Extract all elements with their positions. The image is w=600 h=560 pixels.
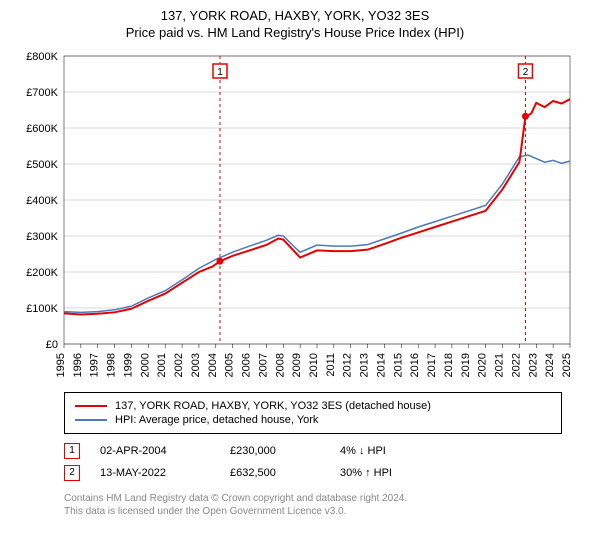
- svg-text:1996: 1996: [72, 353, 84, 377]
- sales-table: 1 02-APR-2004 £230,000 4% ↓ HPI 2 13-MAY-2022…: [64, 440, 562, 484]
- sale-price: £632,500: [230, 467, 320, 479]
- svg-text:2000: 2000: [139, 353, 151, 377]
- svg-text:2005: 2005: [224, 353, 236, 377]
- legend: 137, YORK ROAD, HAXBY, YORK, YO32 3ES (d…: [64, 392, 562, 434]
- svg-text:£500K: £500K: [26, 159, 58, 171]
- svg-text:2017: 2017: [426, 353, 438, 377]
- svg-text:1997: 1997: [89, 353, 101, 377]
- svg-text:2002: 2002: [173, 353, 185, 377]
- svg-text:1: 1: [217, 67, 223, 78]
- svg-text:£100K: £100K: [26, 303, 58, 315]
- svg-text:1995: 1995: [55, 353, 67, 377]
- svg-text:£800K: £800K: [26, 51, 58, 63]
- svg-text:2016: 2016: [409, 353, 421, 377]
- sale-marker-icon: 2: [64, 465, 80, 481]
- svg-text:2012: 2012: [342, 353, 354, 377]
- svg-text:2006: 2006: [241, 353, 253, 377]
- footer-line-1: Contains HM Land Registry data © Crown c…: [64, 492, 562, 505]
- svg-text:2: 2: [523, 67, 529, 78]
- chart-plot-area: £0 £100K £200K £300K £400K £500K £600K £700K £80…: [8, 50, 582, 380]
- chart-title: 137, YORK ROAD, HAXBY, YORK, YO32 3ES: [8, 8, 582, 25]
- svg-text:2004: 2004: [207, 353, 219, 377]
- svg-text:2009: 2009: [291, 353, 303, 377]
- legend-item: 137, YORK ROAD, HAXBY, YORK, YO32 3ES (d…: [75, 399, 551, 413]
- chart-subtitle: Price paid vs. HM Land Registry's House …: [8, 25, 582, 42]
- svg-text:1998: 1998: [106, 353, 118, 377]
- svg-text:2013: 2013: [359, 353, 371, 377]
- footer-attribution: Contains HM Land Registry data © Crown c…: [64, 492, 562, 518]
- svg-text:2014: 2014: [375, 353, 387, 377]
- svg-text:2025: 2025: [561, 353, 573, 377]
- svg-text:2018: 2018: [443, 353, 455, 377]
- svg-text:2024: 2024: [544, 353, 556, 377]
- legend-color-line: [75, 419, 107, 421]
- svg-text:£700K: £700K: [26, 87, 58, 99]
- sale-row: 1 02-APR-2004 £230,000 4% ↓ HPI: [64, 440, 562, 462]
- svg-text:£400K: £400K: [26, 195, 58, 207]
- sale-pct: 4% ↓ HPI: [340, 445, 386, 457]
- footer-line-2: This data is licensed under the Open Gov…: [64, 505, 562, 518]
- svg-text:2023: 2023: [527, 353, 539, 377]
- svg-text:2020: 2020: [477, 353, 489, 377]
- svg-text:2022: 2022: [510, 353, 522, 377]
- svg-text:2010: 2010: [308, 353, 320, 377]
- svg-text:2003: 2003: [190, 353, 202, 377]
- legend-label: 137, YORK ROAD, HAXBY, YORK, YO32 3ES (d…: [115, 400, 431, 412]
- sale-row: 2 13-MAY-2022 £632,500 30% ↑ HPI: [64, 462, 562, 484]
- svg-text:2021: 2021: [494, 353, 506, 377]
- legend-item: HPI: Average price, detached house, York: [75, 413, 551, 427]
- svg-text:2019: 2019: [460, 353, 472, 377]
- svg-text:1999: 1999: [122, 353, 134, 377]
- svg-text:£300K: £300K: [26, 231, 58, 243]
- sale-date: 02-APR-2004: [100, 445, 210, 457]
- chart-svg: £0 £100K £200K £300K £400K £500K £600K £700K £80…: [8, 50, 582, 380]
- svg-text:2001: 2001: [156, 353, 168, 377]
- legend-label: HPI: Average price, detached house, York: [115, 414, 318, 426]
- legend-color-line: [75, 405, 107, 407]
- svg-text:2011: 2011: [325, 353, 337, 377]
- svg-text:2015: 2015: [392, 353, 404, 377]
- sale-date: 13-MAY-2022: [100, 467, 210, 479]
- sale-price: £230,000: [230, 445, 320, 457]
- svg-text:£0: £0: [46, 339, 58, 351]
- sale-pct: 30% ↑ HPI: [340, 467, 392, 479]
- svg-text:2008: 2008: [274, 353, 286, 377]
- sale-marker-icon: 1: [64, 443, 80, 459]
- svg-text:£600K: £600K: [26, 123, 58, 135]
- svg-text:2007: 2007: [257, 353, 269, 377]
- svg-text:£200K: £200K: [26, 267, 58, 279]
